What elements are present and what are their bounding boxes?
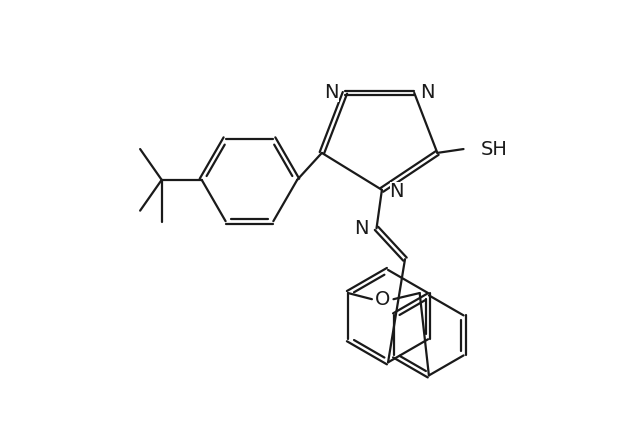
Text: N: N	[355, 219, 369, 238]
Text: N: N	[420, 83, 435, 103]
Text: O: O	[375, 290, 390, 309]
Text: SH: SH	[481, 139, 508, 158]
Text: N: N	[390, 182, 404, 201]
Text: N: N	[324, 83, 339, 103]
